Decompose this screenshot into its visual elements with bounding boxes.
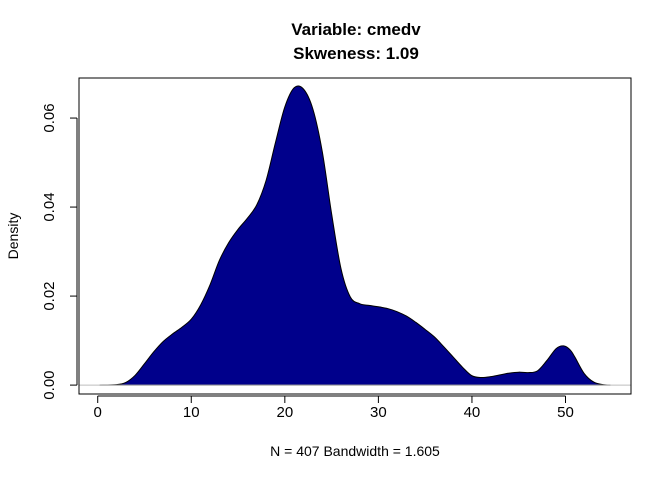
y-tick-label: 0.00 <box>41 370 58 399</box>
x-tick-label: 0 <box>94 404 102 421</box>
y-tick-label: 0.06 <box>41 103 58 132</box>
x-tick-label: 50 <box>557 404 574 421</box>
chart-subtitle: Skweness: 1.09 <box>293 44 419 63</box>
x-tick-label: 10 <box>183 404 200 421</box>
x-tick-label: 40 <box>464 404 481 421</box>
y-tick-label: 0.04 <box>41 192 58 221</box>
y-axis-label: Density <box>5 213 21 260</box>
x-tick-label: 30 <box>370 404 387 421</box>
plot-frame <box>78 77 632 395</box>
y-tick-label: 0.02 <box>41 281 58 310</box>
chart-title: Variable: cmedv <box>291 20 421 39</box>
density-area <box>99 85 611 386</box>
x-axis: 0 10 20 30 40 50 <box>94 395 574 421</box>
plot-area <box>79 85 631 386</box>
x-axis-label: N = 407 Bandwidth = 1.605 <box>270 443 440 459</box>
x-tick-label: 20 <box>276 404 293 421</box>
y-axis: 0.00 0.02 0.04 0.06 <box>41 103 78 400</box>
